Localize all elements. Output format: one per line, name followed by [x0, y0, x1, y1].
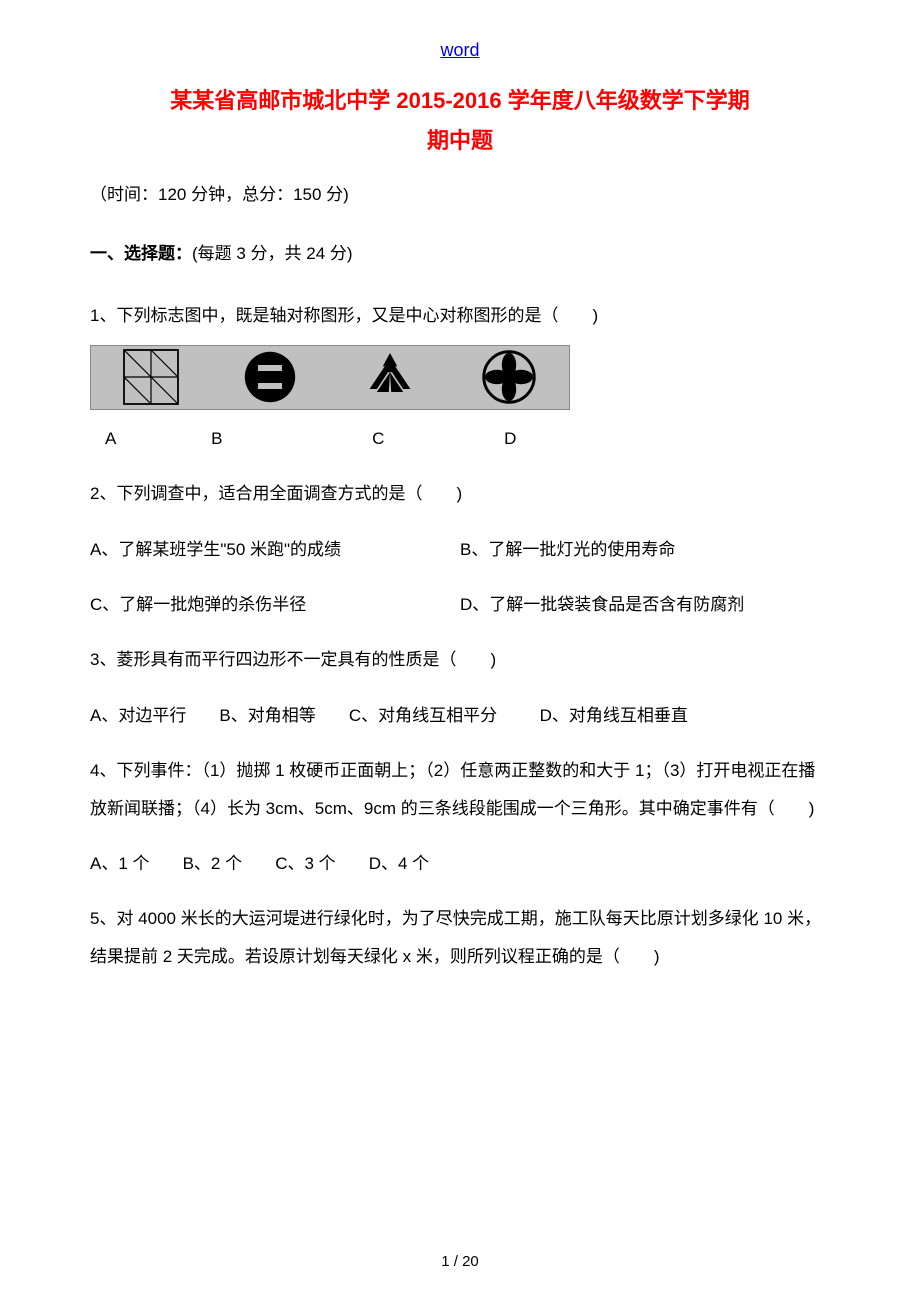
question-3-text: 3、菱形具有而平行四边形不一定具有的性质是（ ) — [90, 641, 830, 678]
question-2-text: 2、下列调查中，适合用全面调查方式的是（ ) — [90, 475, 830, 512]
question-1-text: 1、下列标志图中，既是轴对称图形，又是中心对称图形的是（ ) — [90, 297, 830, 334]
windmill-icon — [121, 347, 181, 407]
label-b: B — [211, 420, 222, 457]
q3-opt-b: B、对角相等 — [219, 706, 315, 725]
q2-opt-a: A、了解某班学生"50 米跑"的成绩 — [90, 531, 460, 568]
q3-opt-c: C、对角线互相平分 — [349, 706, 497, 725]
page-title: 某某省高邮市城北中学 2015-2016 学年度八年级数学下学期 期中题 — [90, 81, 830, 160]
header-link[interactable]: word — [90, 40, 830, 61]
q2-opt-d: D、了解一批袋装食品是否含有防腐剂 — [460, 586, 744, 623]
label-d: D — [504, 420, 516, 457]
question-4-text: 4、下列事件：（1）抛掷 1 枚硬币正面朝上；（2）任意两正整数的和大于 1；（… — [90, 761, 815, 817]
q4-opt-c: C、3 个 — [275, 854, 335, 873]
logo-a — [91, 346, 211, 409]
q3-opt-a: A、对边平行 — [90, 706, 186, 725]
q4-opt-d: D、4 个 — [369, 854, 429, 873]
china-mobile-icon — [240, 347, 300, 407]
logo-row — [90, 345, 570, 410]
q4-opt-b: B、2 个 — [183, 854, 243, 873]
question-2: 2、下列调查中，适合用全面调查方式的是（ ) — [90, 475, 830, 512]
question-5-text: 5、对 4000 米长的大运河堤进行绿化时，为了尽快完成工期，施工队每天比原计划… — [90, 909, 821, 965]
logo-b — [211, 346, 331, 409]
section-header: 一、选择题：(每题 3 分，共 24 分) — [90, 239, 830, 270]
label-c: C — [372, 420, 384, 457]
section-desc: (每题 3 分，共 24 分) — [192, 244, 353, 263]
propeller-icon — [479, 347, 539, 407]
title-line2: 期中题 — [90, 121, 830, 161]
q4-opt-a: A、1 个 — [90, 854, 150, 873]
q3-opt-d: D、对角线互相垂直 — [540, 706, 688, 725]
q2-options-row2: C、了解一批炮弹的杀伤半径 D、了解一批袋装食品是否含有防腐剂 — [90, 586, 830, 623]
q4-options: A、1 个 B、2 个 C、3 个 D、4 个 — [90, 845, 830, 882]
q2-options-row1: A、了解某班学生"50 米跑"的成绩 B、了解一批灯光的使用寿命 — [90, 531, 830, 568]
section-label: 一、选择题： — [90, 244, 192, 263]
question-3: 3、菱形具有而平行四边形不一定具有的性质是（ ) — [90, 641, 830, 678]
logo-c — [330, 346, 450, 409]
label-a: A — [105, 420, 116, 457]
logo-d — [450, 346, 570, 409]
question-1: 1、下列标志图中，既是轴对称图形，又是中心对称图形的是（ ) — [90, 297, 830, 457]
q2-opt-c: C、了解一批炮弹的杀伤半径 — [90, 586, 460, 623]
exam-info: （时间：120 分钟，总分：150 分) — [90, 180, 830, 211]
question-5: 5、对 4000 米长的大运河堤进行绿化时，为了尽快完成工期，施工队每天比原计划… — [90, 900, 830, 975]
title-line1: 某某省高邮市城北中学 2015-2016 学年度八年级数学下学期 — [90, 81, 830, 121]
logo-labels: A B C D — [90, 420, 830, 457]
q2-opt-b: B、了解一批灯光的使用寿命 — [460, 531, 675, 568]
q3-options: A、对边平行 B、对角相等 C、对角线互相平分 D、对角线互相垂直 — [90, 697, 830, 734]
page-footer: 1 / 20 — [0, 1253, 920, 1270]
question-4: 4、下列事件：（1）抛掷 1 枚硬币正面朝上；（2）任意两正整数的和大于 1；（… — [90, 752, 830, 827]
mitsubishi-icon — [360, 347, 420, 407]
